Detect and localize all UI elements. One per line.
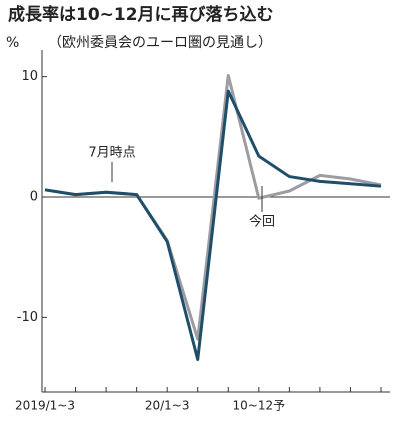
- y-tick-label: 0: [30, 190, 38, 205]
- y-tick-label: -10: [17, 310, 38, 325]
- x-tick-label: 10~12予: [233, 399, 286, 413]
- x-tick-label: 2019/1~3: [15, 399, 75, 413]
- series-annotation: 7月時点: [88, 146, 135, 161]
- series-line: [44, 89, 382, 362]
- chart-subtitle: （欧州委員会のユーロ圏の見通し）: [48, 35, 272, 51]
- chart-title: 成長率は10~12月に再び落ち込む: [8, 4, 274, 25]
- y-axis-label: %: [6, 35, 19, 51]
- series-line: [44, 73, 382, 341]
- series-annotation: 今回: [249, 214, 275, 230]
- y-tick-label: 10: [21, 69, 38, 84]
- x-tick-label: 20/1~3: [145, 399, 190, 413]
